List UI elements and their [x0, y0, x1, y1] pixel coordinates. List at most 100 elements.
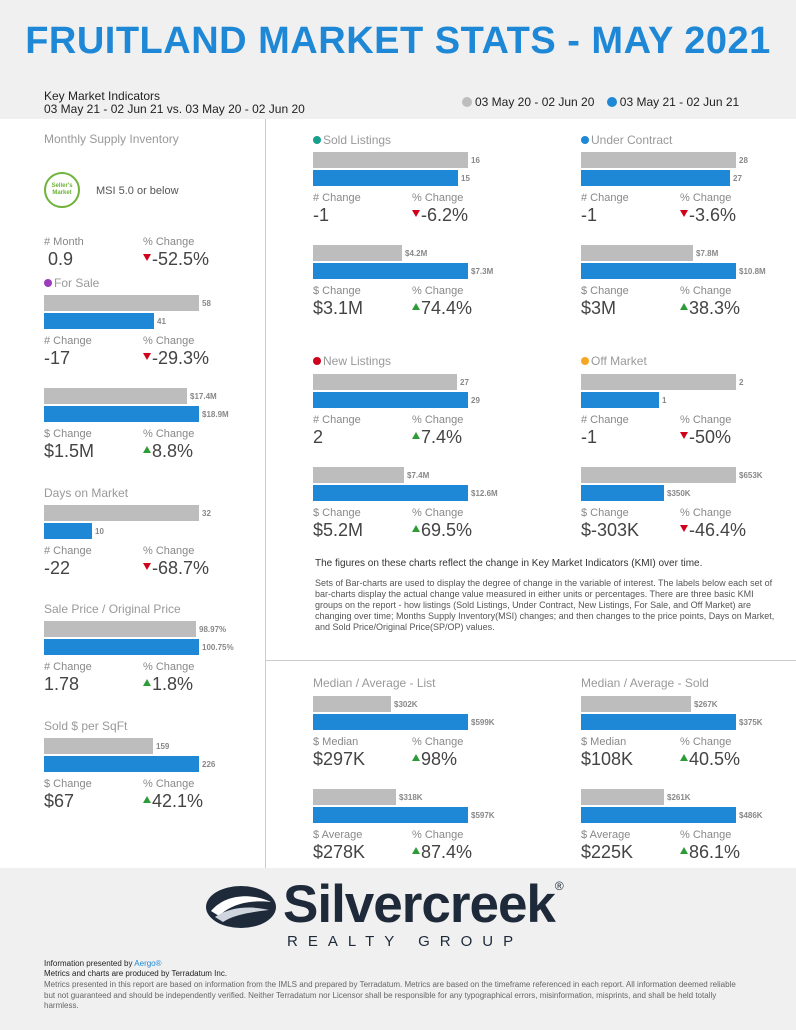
under-count-change-label: # Change: [581, 192, 629, 204]
new-count-group: 27 29 # Change 2 % Change 7.4%: [313, 374, 513, 447]
sold-count-change-label: # Change: [313, 192, 361, 204]
for-sale-dot-icon: [44, 279, 52, 287]
under-count-group: 28 27 # Change -1 % Change -3.6%: [581, 152, 781, 226]
sp-op-title: Sale Price / Original Price: [44, 602, 181, 616]
sold-count-prev-label: 16: [471, 156, 480, 165]
off-value-curr-label: $350K: [667, 489, 691, 498]
under-count-pct-label: % Change: [680, 192, 732, 204]
off-count-pct-value: -50%: [689, 427, 732, 447]
list-average-curr-bar: [313, 807, 468, 823]
up-arrow-icon: [143, 679, 151, 686]
for-sale-value-change-label: $ Change: [44, 428, 92, 440]
under-dot-icon: [581, 136, 589, 144]
up-arrow-icon: [680, 754, 688, 761]
sold-median-curr-label: $375K: [739, 718, 763, 727]
sold-count-curr-label: 15: [461, 174, 470, 183]
sold-average-curr-bar: [581, 807, 736, 823]
under-count-prev-label: 28: [739, 156, 748, 165]
off-count-pct-label: % Change: [680, 414, 732, 426]
off-value-group: $653K $350K $ Change $-303K % Change -46.4%: [581, 467, 781, 540]
sp-op-pct-change: 1.8%: [143, 674, 193, 695]
for-sale-count-prev-bar: [44, 295, 199, 311]
silvercreek-logo: Silvercreek® REALTY GROUP: [205, 875, 595, 952]
sold-value-curr-label: $7.3M: [471, 267, 494, 276]
aergo-link[interactable]: Aergo®: [134, 959, 162, 968]
sqft-curr-bar: [44, 756, 199, 772]
new-count-pct-label: % Change: [412, 414, 464, 426]
off-value-curr-bar: [581, 485, 664, 501]
sold-median-group: $267K $375K $ Median $108K % Change 40.5%: [581, 696, 781, 769]
for-sale-count-pct-change: -29.3%: [143, 348, 209, 369]
list-average-pct-value: 87.4%: [421, 842, 473, 862]
for-sale-count-group: 58 41 # Change -17 % Change -29.3%: [44, 295, 244, 369]
logo-reg: ®: [554, 879, 564, 893]
for-sale-value-pct-change: 8.8%: [143, 441, 193, 462]
dom-change-label: # Change: [44, 545, 92, 557]
off-count-pct-change: -50%: [680, 427, 731, 448]
sqft-change-value: $67: [44, 791, 75, 811]
list-average-pct-change: 87.4%: [412, 842, 472, 863]
msi-pct-value: -52.5%: [152, 249, 210, 269]
off-market-title: Off Market: [581, 354, 647, 368]
new-dot-icon: [313, 357, 321, 365]
logo-name: Silvercreek: [283, 875, 556, 934]
sp-op-curr-bar: [44, 639, 199, 655]
off-count-change-value: -1: [581, 427, 598, 447]
kmi-label: Key Market Indicators: [44, 89, 161, 103]
under-value-group: $7.8M $10.8M $ Change $3M % Change 38.3%: [581, 245, 781, 318]
up-arrow-icon: [143, 796, 151, 803]
list-average-curr-label: $597K: [471, 811, 495, 820]
new-count-curr-label: 29: [471, 396, 480, 405]
legend-curr-swatch: [606, 97, 617, 107]
sold-average-curr-label: $486K: [739, 811, 763, 820]
list-average-change-value: $278K: [313, 842, 366, 862]
new-count-pct-value: 7.4%: [421, 427, 463, 447]
under-count-change-value: -1: [581, 205, 598, 225]
sold-average-change-label: $ Average: [581, 829, 631, 841]
under-count-pct-change: -3.6%: [680, 205, 736, 226]
up-arrow-icon: [412, 525, 420, 532]
list-stats-title: Median / Average - List: [313, 676, 436, 690]
notes-body: Sets of Bar-charts are used to display t…: [315, 578, 775, 632]
up-arrow-icon: [143, 446, 151, 453]
sp-op-group: 98.97% 100.75% # Change 1.78 % Change 1.8%: [44, 621, 244, 695]
off-value-prev-bar: [581, 467, 736, 483]
sold-count-pct-change: -6.2%: [412, 205, 468, 226]
for-sale-count-change-label: # Change: [44, 335, 92, 347]
off-count-prev-label: 2: [739, 378, 744, 387]
legend-prev-label: 03 May 20 - 02 Jun 20: [475, 95, 595, 109]
sold-count-change-value: -1: [313, 205, 330, 225]
off-count-curr-bar: [581, 392, 659, 408]
sqft-pct-value: 42.1%: [152, 791, 204, 811]
dom-prev-label: 32: [202, 509, 211, 518]
new-value-change-label: $ Change: [313, 507, 361, 519]
for-sale-value-pct-value: 8.8%: [152, 441, 194, 461]
off-value-change-value: $-303K: [581, 520, 640, 540]
under-value-pct-label: % Change: [680, 285, 732, 297]
list-average-prev-label: $318K: [399, 793, 423, 802]
for-sale-count-prev-label: 58: [202, 299, 211, 308]
new-value-curr-bar: [313, 485, 468, 501]
for-sale-value-prev-label: $17.4M: [190, 392, 217, 401]
sold-median-prev-bar: [581, 696, 691, 712]
list-median-curr-bar: [313, 714, 468, 730]
list-median-change-value: $297K: [313, 749, 366, 769]
under-title-text: Under Contract: [591, 133, 673, 147]
under-count-pct-value: -3.6%: [689, 205, 737, 225]
sqft-title: Sold $ per SqFt: [44, 719, 128, 733]
sold-average-pct-value: 86.1%: [689, 842, 741, 862]
under-value-prev-label: $7.8M: [696, 249, 719, 258]
dom-prev-bar: [44, 505, 199, 521]
down-arrow-icon: [143, 353, 151, 360]
dom-pct-value: -68.7%: [152, 558, 210, 578]
for-sale-count-curr-label: 41: [157, 317, 166, 326]
legend-curr-label: 03 May 21 - 02 Jun 21: [619, 95, 740, 109]
sqft-curr-label: 226: [202, 760, 216, 769]
list-median-pct-label: % Change: [412, 736, 464, 748]
down-arrow-icon: [143, 563, 151, 570]
logo-wordmark: Silvercreek®: [283, 874, 564, 935]
legend: 03 May 20 - 02 Jun 20 03 May 21 - 02 Jun…: [462, 95, 739, 109]
new-count-change-value: 2: [313, 427, 324, 447]
under-value-curr-bar: [581, 263, 736, 279]
off-title-text: Off Market: [591, 354, 647, 368]
